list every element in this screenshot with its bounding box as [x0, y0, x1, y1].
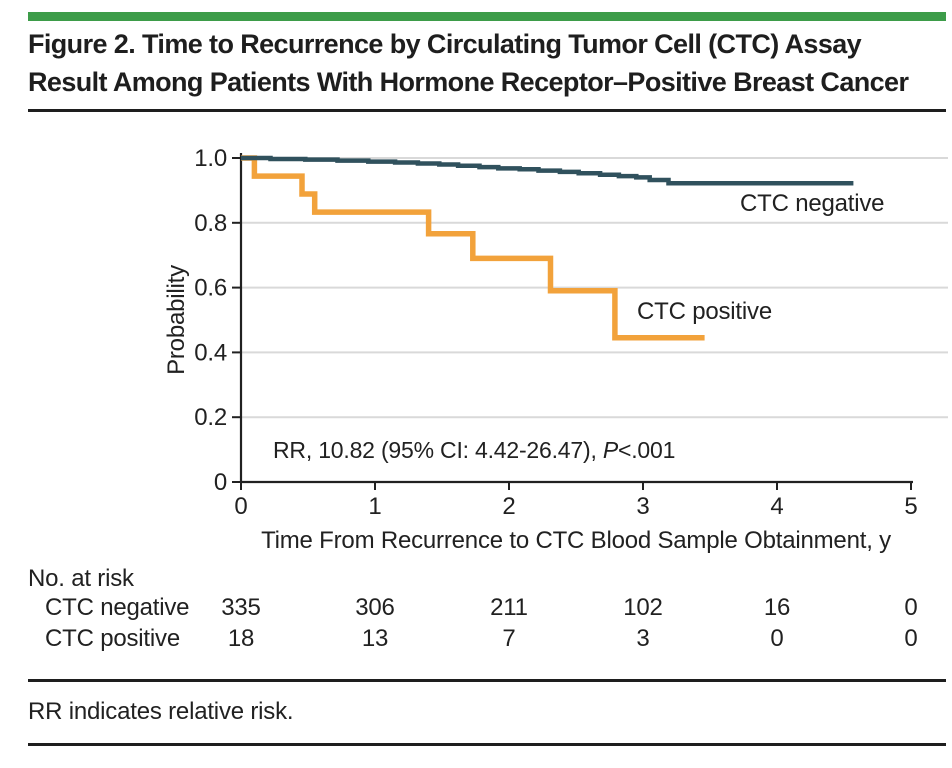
risk-count: 0: [770, 625, 783, 652]
x-tick-label: 2: [502, 493, 515, 520]
risk-count: 7: [502, 625, 515, 652]
x-tick-label: 5: [904, 493, 917, 520]
risk-row-label-ctc-positive: CTC positive: [45, 625, 180, 652]
curve-label-ctc-negative: CTC negative: [740, 190, 885, 217]
x-axis-title: Time From Recurrence to CTC Blood Sample…: [261, 527, 891, 554]
x-tick-label: 4: [770, 493, 783, 520]
ctc-negative-curve: [241, 155, 854, 186]
risk-row-label-ctc-negative: CTC negative: [45, 594, 190, 621]
risk-count: 102: [623, 594, 662, 621]
risk-count: 3: [636, 625, 649, 652]
risk-count: 13: [362, 625, 388, 652]
risk-count: 306: [355, 594, 394, 621]
stats-annotation-suffix: <.001: [618, 437, 676, 463]
y-tick-label: 0.8: [194, 210, 227, 237]
footnote-divider-top: [28, 679, 946, 682]
risk-count: 18: [228, 625, 254, 652]
risk-count: 0: [904, 594, 917, 621]
y-axis-title: Probability: [163, 265, 190, 375]
stats-annotation-p: P: [602, 437, 618, 463]
y-tick-label: 0: [214, 469, 227, 496]
risk-count: 335: [221, 594, 260, 621]
risk-count: 0: [904, 625, 917, 652]
y-tick-label: 0.2: [194, 404, 227, 431]
stats-annotation: RR, 10.82 (95% CI: 4.42-26.47), P<.001: [273, 437, 675, 464]
x-tick-label: 0: [234, 493, 247, 520]
risk-count: 211: [490, 594, 528, 621]
stats-annotation-prefix: RR, 10.82 (95% CI: 4.42-26.47),: [273, 437, 603, 463]
y-tick-label: 0.6: [194, 275, 227, 302]
y-tick-label: 0.4: [194, 339, 227, 366]
figure-title-line1: Figure 2. Time to Recurrence by Circulat…: [28, 29, 862, 59]
curve-label-ctc-positive: CTC positive: [637, 298, 772, 325]
title-divider: [28, 109, 946, 112]
risk-count: 16: [764, 594, 790, 621]
footnote-text: RR indicates relative risk.: [28, 698, 294, 725]
x-tick-label: 3: [636, 493, 649, 520]
y-tick-label: 1.0: [194, 145, 227, 172]
figure-title-line2: Result Among Patients With Hormone Recep…: [28, 67, 909, 97]
figure-accent-bar: [28, 12, 946, 21]
footnote-divider-bottom: [28, 743, 946, 746]
ctc-positive-curve: [241, 155, 705, 341]
risk-table-title: No. at risk: [28, 565, 134, 592]
x-tick-label: 1: [368, 493, 381, 520]
